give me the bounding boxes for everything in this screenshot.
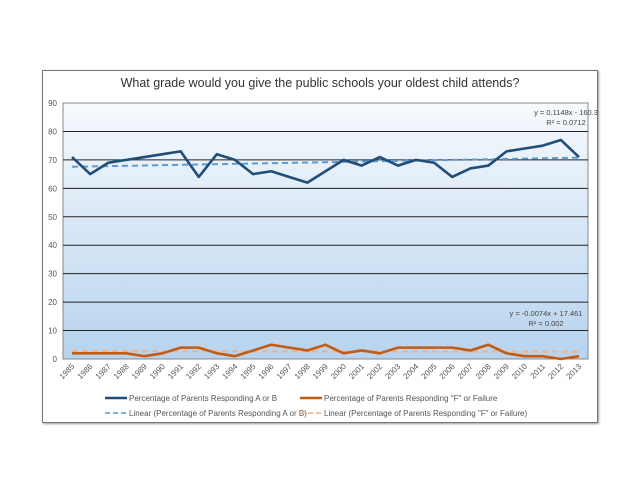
x-tick-label: 2004	[401, 362, 420, 381]
y-tick-label: 70	[48, 156, 57, 165]
x-tick-label: 1997	[275, 362, 294, 381]
x-tick-label: 2013	[564, 362, 583, 381]
y-tick-label: 80	[48, 127, 57, 136]
x-tick-label: 1993	[202, 362, 221, 381]
x-tick-label: 1988	[112, 362, 131, 381]
x-tick-label: 1990	[148, 362, 167, 381]
plot-area	[62, 102, 589, 360]
y-tick-label: 0	[53, 355, 58, 364]
y-tick-label: 40	[48, 241, 57, 250]
x-tick-label: 1998	[293, 362, 312, 381]
y-tick-label: 90	[48, 99, 57, 108]
y-tick-label: 60	[48, 184, 57, 193]
x-tick-label: 1991	[166, 362, 185, 381]
x-tick-label: 2000	[329, 362, 348, 381]
chart-title: What grade would you give the public sch…	[120, 76, 520, 90]
trendline-r-squared: R² = 0.002	[528, 319, 563, 328]
legend-label: Percentage of Parents Responding A or B	[129, 394, 277, 403]
x-tick-label: 2005	[420, 362, 439, 381]
legend-label: Linear (Percentage of Parents Responding…	[324, 409, 527, 418]
x-tick-label: 1989	[130, 362, 149, 381]
x-tick-label: 1985	[58, 362, 77, 381]
x-tick-label: 1994	[220, 362, 239, 381]
x-tick-label: 1999	[311, 362, 330, 381]
x-tick-label: 2008	[474, 362, 493, 381]
y-tick-label: 10	[48, 327, 57, 336]
trendline-1	[72, 350, 579, 353]
x-tick-label: 1995	[239, 362, 258, 381]
x-tick-label: 2006	[438, 362, 457, 381]
x-tick-label: 2012	[546, 362, 565, 381]
x-tick-label: 2001	[347, 362, 366, 381]
x-tick-label: 2009	[492, 362, 511, 381]
trendline-0	[72, 156, 579, 168]
y-tick-label: 50	[48, 213, 57, 222]
y-tick-label: 20	[48, 298, 57, 307]
x-tick-label: 2011	[529, 362, 548, 381]
trendline-equation: y = 0.1148x - 160.3	[534, 108, 598, 117]
x-tick-label: 1996	[257, 362, 276, 381]
x-tick-label: 2003	[383, 362, 402, 381]
legend-label: Percentage of Parents Responding "F" or …	[324, 394, 498, 403]
y-tick-label: 30	[48, 270, 57, 279]
x-tick-label: 2010	[510, 362, 529, 381]
x-tick-label: 2002	[365, 362, 384, 381]
x-tick-label: 1986	[76, 362, 95, 381]
trendline-r-squared: R² = 0.0712	[546, 118, 585, 127]
x-tick-label: 1992	[184, 362, 203, 381]
x-tick-label: 1987	[94, 362, 113, 381]
chart-frame	[42, 70, 598, 423]
trendline-equation: y = -0.0074x + 17.461	[510, 309, 583, 318]
legend-label: Linear (Percentage of Parents Responding…	[129, 409, 307, 418]
x-tick-label: 2007	[456, 362, 475, 381]
